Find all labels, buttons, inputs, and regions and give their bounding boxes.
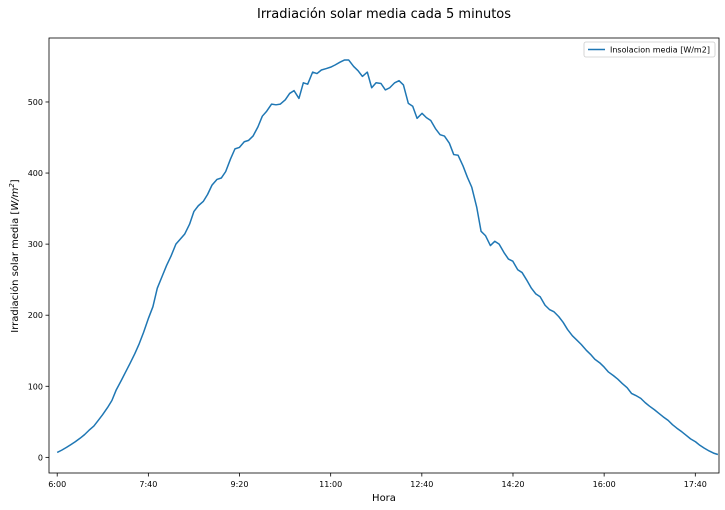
y-tick-label: 200 (28, 311, 43, 320)
y-axis-label-close: ] (10, 179, 21, 183)
x-tick-label: 11:00 (319, 480, 342, 489)
y-tick-label: 500 (28, 98, 43, 107)
x-axis-label: Hora (372, 493, 396, 504)
plot-area-frame (48, 37, 720, 474)
x-axis: 6:00 7:40 9:20 11:00 12:40 14:20 16:00 17:40 (48, 473, 707, 489)
series-line-insolacion (56, 59, 719, 456)
x-tick-label: 9:20 (231, 480, 249, 489)
legend-box (583, 41, 716, 58)
x-tick-label: 12:40 (410, 480, 433, 489)
y-tick-label: 0 (38, 453, 43, 462)
y-axis-label-unit: W/m (10, 187, 21, 210)
x-tick-label: 17:40 (684, 480, 707, 489)
chart-title: Irradiación solar media cada 5 minutos (257, 7, 511, 22)
y-axis-label: Irradiación solar media [W/m2] (8, 179, 21, 333)
y-axis-label-exp: 2 (8, 183, 16, 188)
x-tick-label: 16:00 (593, 480, 616, 489)
legend: Insolacion media [W/m2] (583, 41, 716, 58)
legend-entry: Insolacion media [W/m2] (610, 46, 710, 55)
y-tick-label: 300 (28, 240, 43, 249)
x-tick-label: 7:40 (139, 480, 157, 489)
y-axis: 0 100 200 300 400 500 (28, 98, 49, 462)
x-tick-label: 14:20 (501, 480, 524, 489)
y-tick-label: 100 (28, 382, 43, 391)
x-tick-label: 6:00 (48, 480, 66, 489)
y-tick-label: 400 (28, 169, 43, 178)
y-axis-label-main: Irradiación solar media [ (9, 211, 21, 333)
